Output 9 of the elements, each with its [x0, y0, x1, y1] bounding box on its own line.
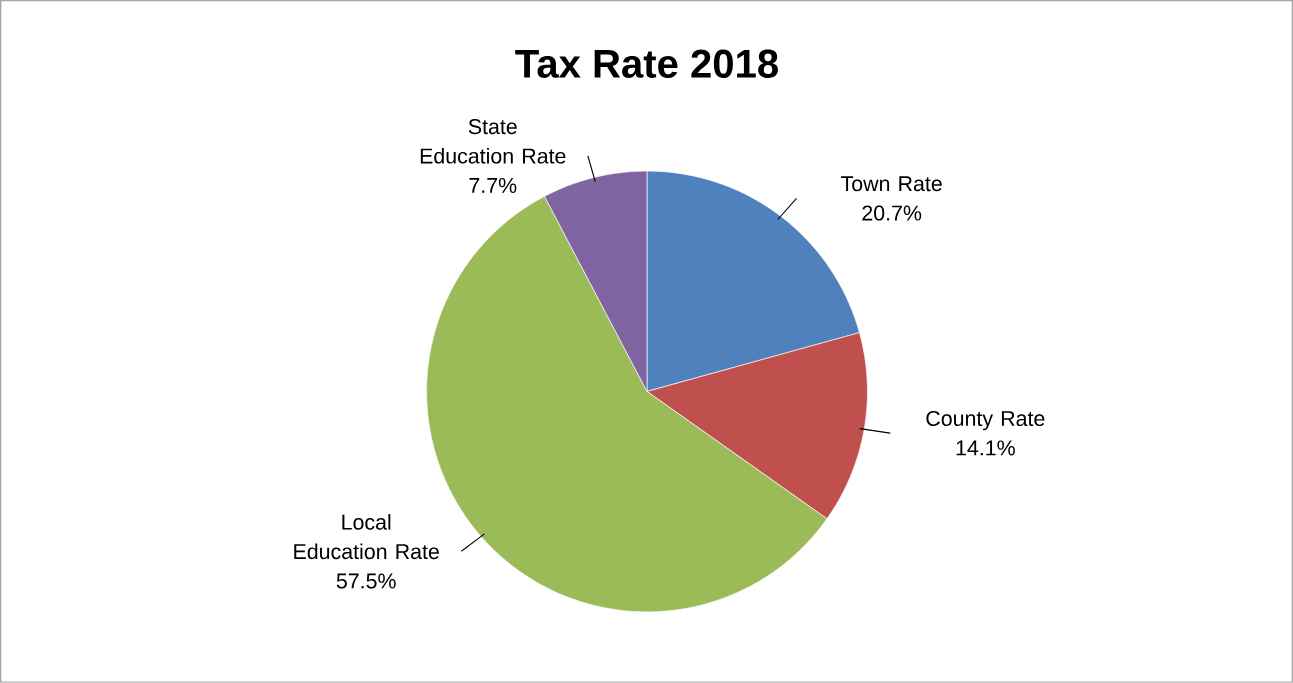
data-label: 7.7% [469, 178, 517, 194]
slice-label: County Rate [926, 411, 1045, 431]
chart-title: Tax Rate 2018 [515, 49, 778, 79]
slice-label: State Education Rate [420, 119, 566, 164]
data-label: 20.7% [862, 205, 922, 221]
slice-label: Town Rate [841, 176, 942, 192]
data-label: 14.1% [956, 440, 1015, 456]
data-label: 57.5% [336, 573, 396, 589]
slice-label: Local Education Rate [294, 514, 439, 560]
